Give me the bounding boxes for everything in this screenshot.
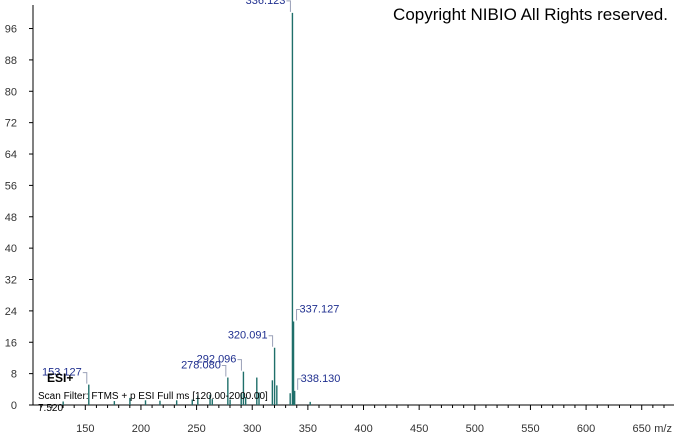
y-tick-label: 56 xyxy=(5,180,17,192)
x-tick-label: 200 xyxy=(132,423,150,434)
peak-label: 278.080 xyxy=(181,360,221,372)
peak-label: 153.127 xyxy=(42,367,82,379)
peak-label-leader xyxy=(237,359,242,371)
peak-label: 320.091 xyxy=(228,330,268,342)
y-tick-label: 40 xyxy=(5,243,17,255)
x-tick-label: 350 xyxy=(299,423,317,434)
min-peak-label: 7.520 xyxy=(38,403,63,414)
peak-label-leader xyxy=(268,335,274,347)
y-tick-label: 96 xyxy=(5,24,17,36)
x-tick-label: 250 xyxy=(187,423,205,434)
plot-axes xyxy=(32,5,674,406)
x-tick-label: 600 xyxy=(577,423,595,434)
y-tick-label: 72 xyxy=(5,118,17,130)
y-tick-label: 88 xyxy=(5,55,17,67)
x-tick-label: 300 xyxy=(243,423,261,434)
peak-label-leader xyxy=(82,372,88,384)
y-tick-label: 8 xyxy=(11,369,17,381)
x-axis-title: m/z xyxy=(654,423,672,434)
y-tick-label: 0 xyxy=(11,400,17,412)
x-tick-label: 650 xyxy=(633,423,651,434)
x-tick-label: 450 xyxy=(410,423,428,434)
y-tick-label: 16 xyxy=(5,337,17,349)
y-tick-label: 48 xyxy=(5,212,17,224)
peak-label-leader xyxy=(296,308,301,321)
y-tick-label: 32 xyxy=(5,275,17,287)
x-axis-ticks: 150 200 250 300 350 400 450 500 550 600 650 xyxy=(40,405,665,434)
y-tick-label: 80 xyxy=(5,86,17,98)
y-tick-label: 24 xyxy=(5,306,17,318)
y-axis-ticks: 0 8 16 24 32 40 48 56 64 72 80 88 96 xyxy=(5,24,33,412)
scan-filter-label: Scan Filter: FTMS + p ESI Full ms [120.0… xyxy=(38,391,268,402)
y-tick-label: 64 xyxy=(5,149,17,161)
peak-label: 337.127 xyxy=(300,303,340,315)
copyright-notice: Copyright NIBIO All Rights reserved. xyxy=(393,5,668,24)
peak-label: 338.130 xyxy=(301,373,341,385)
x-tick-label: 550 xyxy=(521,423,539,434)
peak-label: 292.096 xyxy=(197,354,237,366)
x-tick-label: 150 xyxy=(76,423,94,434)
peak-label: 336.123 xyxy=(246,0,286,7)
peak-label-leader xyxy=(221,365,227,377)
x-tick-label: 500 xyxy=(466,423,484,434)
ionization-mode-label: ESI+ xyxy=(47,371,73,385)
peak-label-leader xyxy=(286,0,291,12)
peak-label-leader xyxy=(297,378,302,390)
spectrum-peaks xyxy=(62,12,311,405)
x-tick-label: 400 xyxy=(354,423,372,434)
